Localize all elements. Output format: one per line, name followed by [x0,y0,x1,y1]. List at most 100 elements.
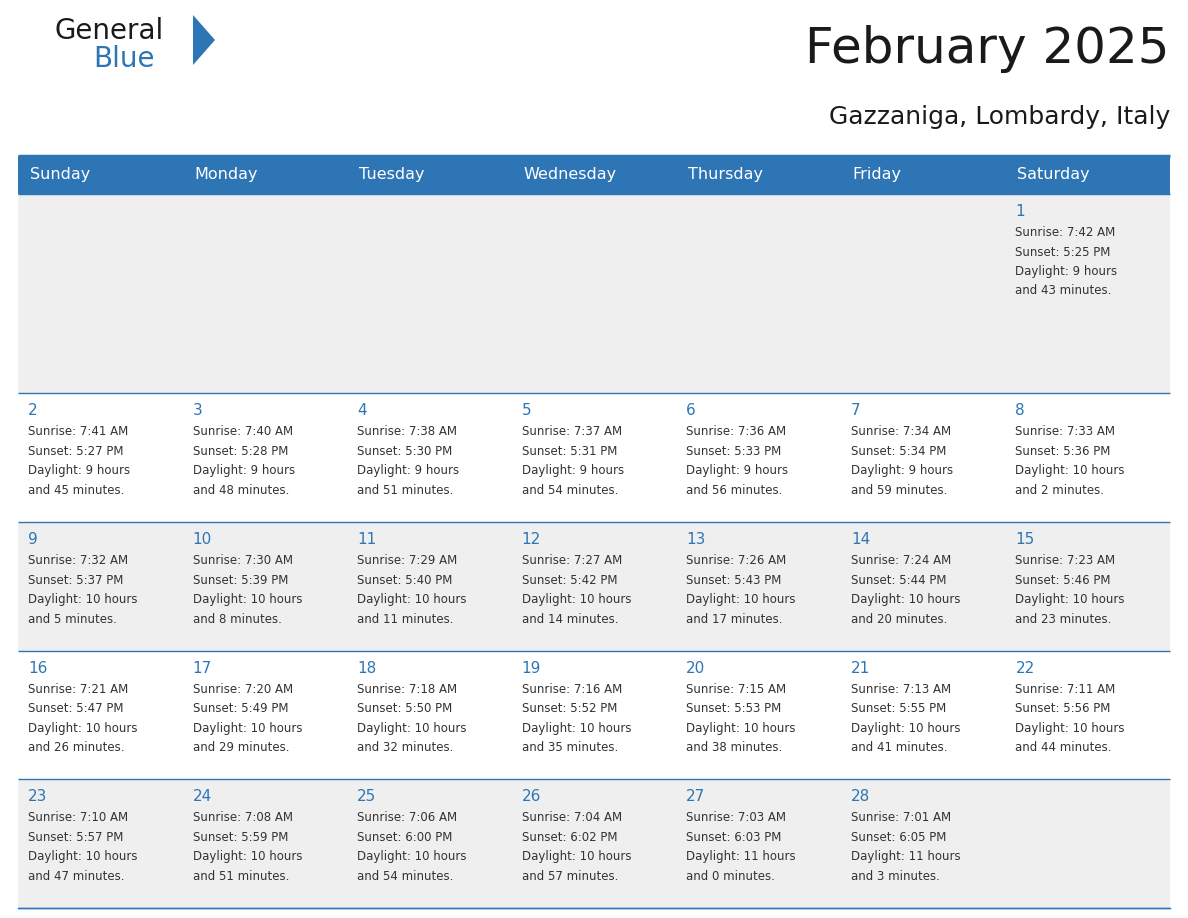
Text: and 3 minutes.: and 3 minutes. [851,870,940,883]
Text: Sunrise: 7:03 AM: Sunrise: 7:03 AM [687,812,786,824]
Text: 28: 28 [851,789,870,804]
Text: 10: 10 [192,532,211,547]
Text: Sunrise: 7:30 AM: Sunrise: 7:30 AM [192,554,292,567]
Text: Sunset: 5:55 PM: Sunset: 5:55 PM [851,702,946,715]
Text: 25: 25 [358,789,377,804]
Text: Sunrise: 7:11 AM: Sunrise: 7:11 AM [1016,683,1116,696]
Text: Sunset: 5:59 PM: Sunset: 5:59 PM [192,831,287,844]
Text: Sunset: 5:37 PM: Sunset: 5:37 PM [29,574,124,587]
Text: Sunset: 5:44 PM: Sunset: 5:44 PM [851,574,947,587]
Text: Sunset: 5:30 PM: Sunset: 5:30 PM [358,445,453,458]
Text: Wednesday: Wednesday [524,167,617,183]
Text: Sunrise: 7:38 AM: Sunrise: 7:38 AM [358,425,457,439]
Text: 3: 3 [192,403,202,419]
Text: Sunrise: 7:34 AM: Sunrise: 7:34 AM [851,425,950,439]
Text: and 29 minutes.: and 29 minutes. [192,741,289,755]
Text: and 51 minutes.: and 51 minutes. [358,484,454,497]
Text: Sunset: 5:34 PM: Sunset: 5:34 PM [851,445,946,458]
Text: Daylight: 10 hours: Daylight: 10 hours [29,593,138,606]
Text: Sunrise: 7:15 AM: Sunrise: 7:15 AM [687,683,786,696]
Text: Sunset: 6:05 PM: Sunset: 6:05 PM [851,831,946,844]
Text: and 54 minutes.: and 54 minutes. [522,484,618,497]
Text: Sunrise: 7:16 AM: Sunrise: 7:16 AM [522,683,623,696]
Bar [18,194,1170,394]
Bar [18,651,1170,779]
Text: Saturday: Saturday [1017,167,1091,183]
Text: Daylight: 10 hours: Daylight: 10 hours [522,593,631,606]
Text: Sunset: 5:56 PM: Sunset: 5:56 PM [1016,702,1111,715]
Text: 22: 22 [1016,661,1035,676]
Text: 4: 4 [358,403,367,419]
Text: 2: 2 [29,403,38,419]
Text: 21: 21 [851,661,870,676]
Text: and 51 minutes.: and 51 minutes. [192,870,289,883]
Text: and 0 minutes.: and 0 minutes. [687,870,775,883]
Text: Daylight: 11 hours: Daylight: 11 hours [851,850,960,863]
Text: Daylight: 10 hours: Daylight: 10 hours [687,593,796,606]
Text: Daylight: 10 hours: Daylight: 10 hours [522,722,631,734]
Text: and 23 minutes.: and 23 minutes. [1016,612,1112,625]
Text: Sunrise: 7:29 AM: Sunrise: 7:29 AM [358,554,457,567]
Text: and 54 minutes.: and 54 minutes. [358,870,454,883]
Text: Daylight: 10 hours: Daylight: 10 hours [358,850,467,863]
Text: Sunset: 5:33 PM: Sunset: 5:33 PM [687,445,782,458]
Text: Sunrise: 7:42 AM: Sunrise: 7:42 AM [1016,226,1116,239]
Text: Sunrise: 7:36 AM: Sunrise: 7:36 AM [687,425,786,439]
Text: Sunset: 5:57 PM: Sunset: 5:57 PM [29,831,124,844]
Text: 18: 18 [358,661,377,676]
Text: Sunrise: 7:10 AM: Sunrise: 7:10 AM [29,812,128,824]
Text: and 14 minutes.: and 14 minutes. [522,612,618,625]
Text: Sunset: 5:36 PM: Sunset: 5:36 PM [1016,445,1111,458]
Text: 19: 19 [522,661,541,676]
Bar [18,522,1170,651]
Text: 9: 9 [29,532,38,547]
Text: and 59 minutes.: and 59 minutes. [851,484,947,497]
Text: Sunday: Sunday [30,167,90,183]
Text: Daylight: 10 hours: Daylight: 10 hours [29,722,138,734]
Text: Sunrise: 7:06 AM: Sunrise: 7:06 AM [358,812,457,824]
Text: Friday: Friday [853,167,902,183]
Text: Sunset: 6:00 PM: Sunset: 6:00 PM [358,831,453,844]
Text: and 41 minutes.: and 41 minutes. [851,741,947,755]
Text: Sunset: 5:31 PM: Sunset: 5:31 PM [522,445,617,458]
Text: and 8 minutes.: and 8 minutes. [192,612,282,625]
Text: and 20 minutes.: and 20 minutes. [851,612,947,625]
Text: Sunset: 5:53 PM: Sunset: 5:53 PM [687,702,782,715]
Text: Daylight: 10 hours: Daylight: 10 hours [192,593,302,606]
Text: Sunset: 5:52 PM: Sunset: 5:52 PM [522,702,617,715]
Text: Sunset: 5:46 PM: Sunset: 5:46 PM [1016,574,1111,587]
Text: and 56 minutes.: and 56 minutes. [687,484,783,497]
Text: Sunrise: 7:04 AM: Sunrise: 7:04 AM [522,812,621,824]
Text: Gazzaniga, Lombardy, Italy: Gazzaniga, Lombardy, Italy [829,105,1170,129]
Text: Sunrise: 7:18 AM: Sunrise: 7:18 AM [358,683,457,696]
Text: 16: 16 [29,661,48,676]
Text: Daylight: 11 hours: Daylight: 11 hours [687,850,796,863]
Text: 17: 17 [192,661,211,676]
Text: 23: 23 [29,789,48,804]
Text: 13: 13 [687,532,706,547]
Text: Daylight: 10 hours: Daylight: 10 hours [1016,722,1125,734]
Text: Sunset: 5:47 PM: Sunset: 5:47 PM [29,702,124,715]
Text: Sunset: 5:27 PM: Sunset: 5:27 PM [29,445,124,458]
Text: Daylight: 10 hours: Daylight: 10 hours [522,850,631,863]
Text: and 5 minutes.: and 5 minutes. [29,612,116,625]
Text: Sunrise: 7:27 AM: Sunrise: 7:27 AM [522,554,623,567]
Text: Sunrise: 7:13 AM: Sunrise: 7:13 AM [851,683,950,696]
Text: Daylight: 9 hours: Daylight: 9 hours [358,465,460,477]
Text: General: General [55,17,164,45]
Text: Sunrise: 7:08 AM: Sunrise: 7:08 AM [192,812,292,824]
Text: 14: 14 [851,532,870,547]
Text: Daylight: 10 hours: Daylight: 10 hours [851,722,960,734]
Text: Sunset: 5:39 PM: Sunset: 5:39 PM [192,574,287,587]
Text: 6: 6 [687,403,696,419]
Text: Blue: Blue [93,45,154,73]
Text: and 11 minutes.: and 11 minutes. [358,612,454,625]
Text: and 47 minutes.: and 47 minutes. [29,870,125,883]
Text: Sunrise: 7:33 AM: Sunrise: 7:33 AM [1016,425,1116,439]
Text: 15: 15 [1016,532,1035,547]
Text: February 2025: February 2025 [805,25,1170,73]
Text: Sunrise: 7:01 AM: Sunrise: 7:01 AM [851,812,950,824]
Text: Daylight: 9 hours: Daylight: 9 hours [522,465,624,477]
Text: Monday: Monday [195,167,258,183]
Text: 8: 8 [1016,403,1025,419]
